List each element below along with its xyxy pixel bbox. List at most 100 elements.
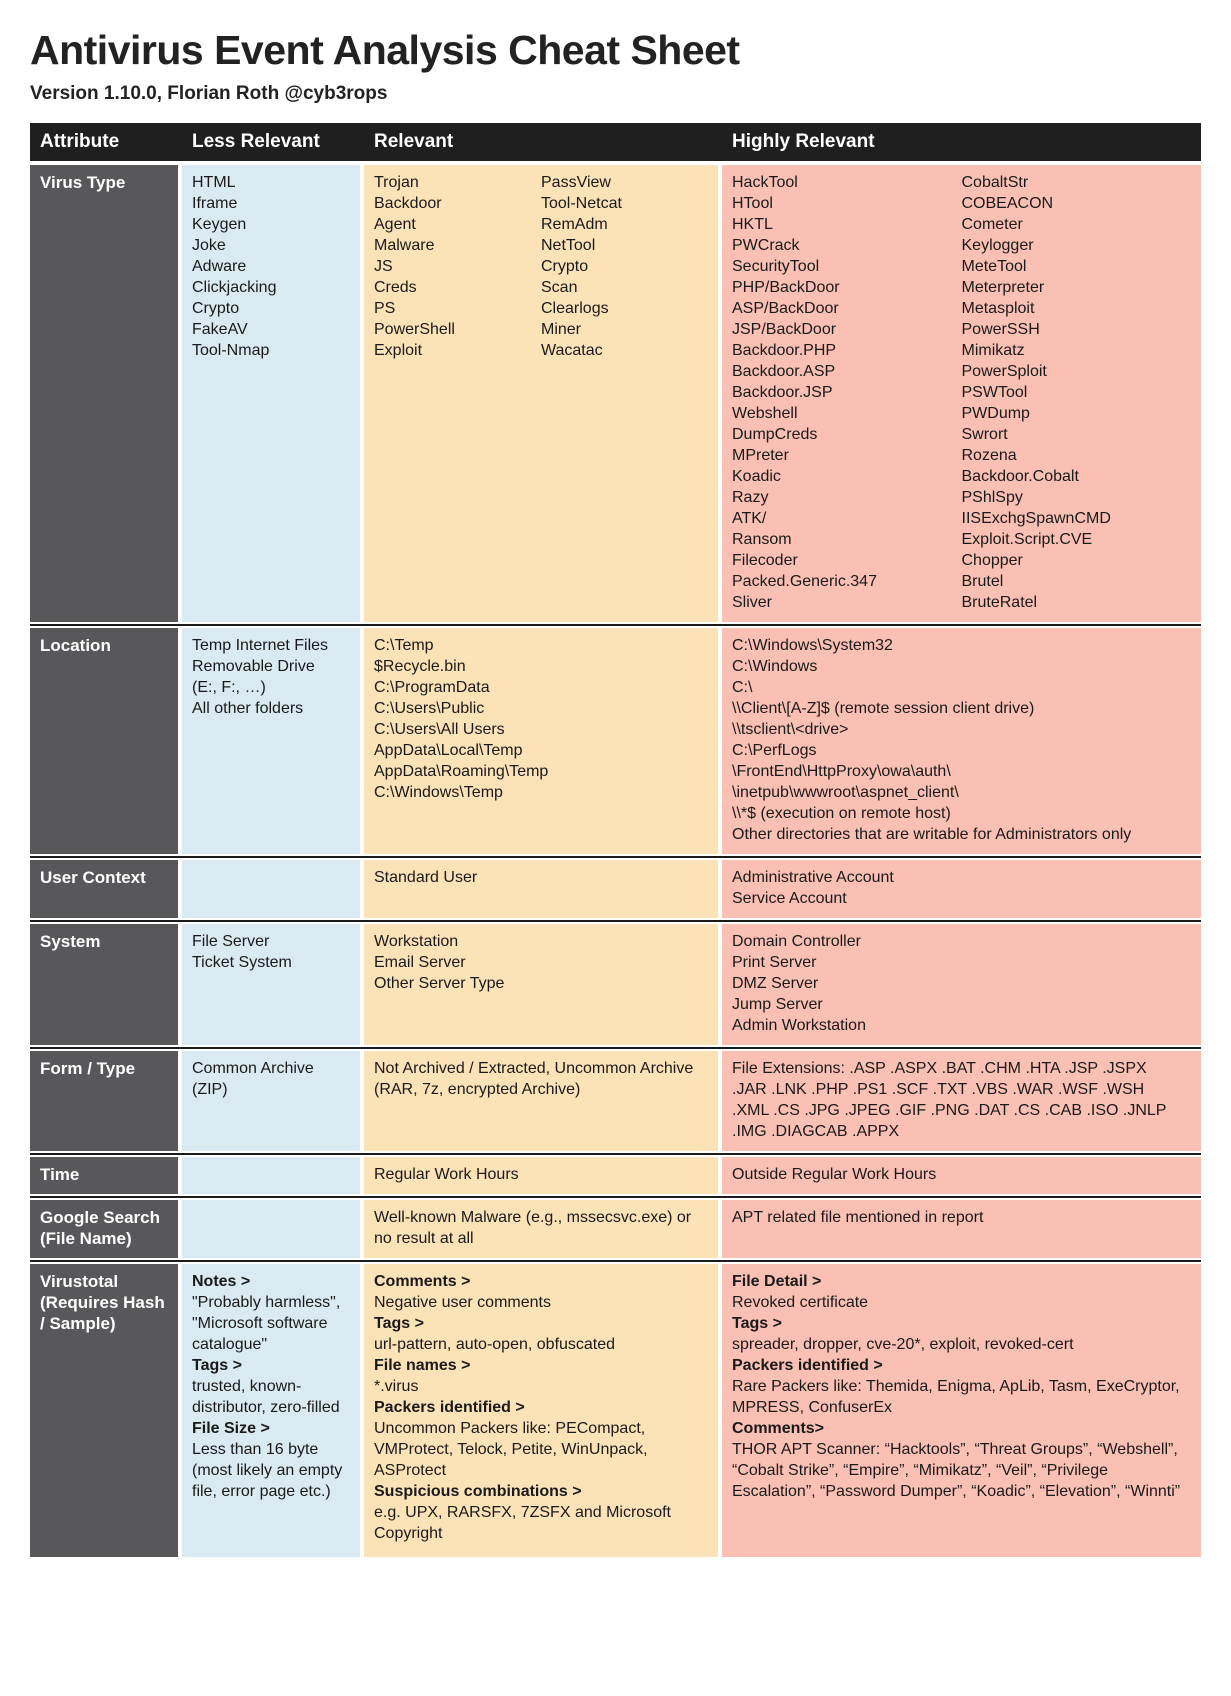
next-row-relevant-cutoff — [364, 1553, 718, 1558]
cell-line: Clearlogs — [541, 300, 609, 318]
cell-line: Exploit — [374, 342, 423, 360]
cell-line: Razy — [732, 489, 769, 507]
cell-relevant: Regular Work Hours — [364, 1157, 718, 1195]
cell-line: Iframe — [192, 195, 238, 213]
cell-line: PowerShell — [374, 321, 455, 339]
cell-line: ATK/ — [732, 510, 767, 528]
cell-line: Backdoor.ASP — [732, 363, 836, 381]
cell-line: Backdoor.PHP — [732, 342, 837, 360]
cell-line: *.virus — [374, 1378, 419, 1396]
cell-line: Rare Packers like: Themida, Enigma, ApLi… — [732, 1378, 1180, 1417]
cell-line: IISExchgSpawnCMD — [961, 510, 1111, 528]
cell-line: C:\Temp — [374, 637, 434, 655]
table-body: Virus Type HTML Iframe Keygen Joke Adware Clic… — [30, 165, 1201, 1554]
cell-line: Temp Internet Files — [192, 637, 329, 655]
cell-less-relevant — [182, 1200, 360, 1259]
cell-line: Standard User — [374, 869, 478, 887]
cell-line: HTML — [192, 174, 236, 192]
cell-line: trusted, known-distributor, zero-filled — [192, 1378, 340, 1417]
cell-line: Common Archive (ZIP) — [192, 1060, 314, 1099]
cell-line: Well-known Malware (e.g., mssecsvc.exe) … — [374, 1209, 692, 1248]
cell-line: C:\Users\Public — [374, 700, 485, 718]
cell-line: C:\Windows — [732, 658, 818, 676]
cell-line: Packed.Generic.347 — [732, 573, 877, 591]
page-title: Antivirus Event Analysis Cheat Sheet — [30, 27, 740, 73]
cell-line: "Microsoft software catalogue" — [192, 1315, 328, 1354]
cell-line: Service Account — [732, 890, 847, 908]
cell-line: HTool — [732, 195, 773, 213]
cell-line: Other Server Type — [374, 975, 505, 993]
cell-line: Chopper — [961, 552, 1023, 570]
cell-line: Trojan — [374, 174, 419, 192]
cell-line: url-pattern, auto-open, obfuscated — [374, 1336, 616, 1354]
attribute-label: System — [30, 924, 178, 1046]
cell-line: Mimikatz — [961, 342, 1025, 360]
cell-line: Joke — [192, 237, 226, 255]
next-row-highly-cutoff — [722, 1553, 1201, 1558]
attribute-label: User Context — [30, 860, 178, 919]
cell-highly-relevant: APT related file mentioned in report — [722, 1200, 1201, 1259]
cell-line: Suspicious combinations > — [374, 1483, 582, 1501]
cell-line: Backdoor — [374, 195, 442, 213]
cell-line: Clickjacking — [192, 279, 277, 297]
cell-line: Koadic — [732, 468, 781, 486]
cell-line: Backdoor.Cobalt — [961, 468, 1079, 486]
cell-line: Wacatac — [541, 342, 603, 360]
cell-line: Meterpreter — [961, 279, 1045, 297]
cell-line: Ticket System — [192, 954, 292, 972]
cell-line: Backdoor.JSP — [732, 384, 833, 402]
cell-line: APT related file mentioned in report — [732, 1209, 984, 1227]
cell-line: e.g. UPX, RARSFX, 7ZSFX and Microsoft Co… — [374, 1504, 671, 1543]
cell-relevant: Well-known Malware (e.g., mssecsvc.exe) … — [364, 1200, 718, 1259]
cell-line: Not Archived / Extracted, Uncommon Archi… — [374, 1060, 694, 1099]
cell-line: AppData\Roaming\Temp — [374, 763, 549, 781]
cell-line: File Detail > — [732, 1273, 822, 1291]
cell-line: Outside Regular Work Hours — [732, 1166, 937, 1184]
table-row-google-search: Google Search (File Name) Well-known Malw… — [30, 1196, 1201, 1259]
cell-line: Exploit.Script.CVE — [961, 531, 1093, 549]
cell-line: Keygen — [192, 216, 247, 234]
cell-line: Scan — [541, 279, 578, 297]
cell-line: Notes > — [192, 1273, 251, 1291]
cell-line: PWCrack — [732, 237, 800, 255]
cell-line: C:\Windows\Temp — [374, 784, 503, 802]
cell-highly-relevant: C:\Windows\System32 C:\Windows C:\ \\Client… — [722, 628, 1201, 855]
cell-line: Negative user comments — [374, 1294, 551, 1312]
table-row-user-context: User Context Standard User Administrative … — [30, 856, 1201, 919]
cell-line: THOR APT Scanner: “Hacktools”, “Threat G… — [732, 1441, 1181, 1501]
cell-line: PassView — [541, 174, 611, 192]
cell-highly-relevant: File Extensions: .ASP .ASPX .BAT .CHM .H… — [722, 1051, 1201, 1152]
cell-less-relevant — [182, 1157, 360, 1195]
cell-line: Other directories that are writable for … — [732, 826, 1132, 844]
table-row-virustotal: Virustotal (Requires Hash / Sample) Notes… — [30, 1260, 1201, 1554]
cell-line: All other folders — [192, 700, 304, 718]
cell-less-relevant: Temp Internet Files Removable Drive (E:, F… — [182, 628, 360, 855]
cell-line: HKTL — [732, 216, 773, 234]
cell-line: $Recycle.bin — [374, 658, 466, 676]
cell-line: Packers identified > — [374, 1399, 525, 1417]
cell-line: Packers identified > — [732, 1357, 883, 1375]
cell-line: Email Server — [374, 954, 466, 972]
table-row-system: System File Server Ticket System Workstatio… — [30, 920, 1201, 1046]
attribute-label: Location — [30, 628, 178, 855]
cell-line: C:\Windows\System32 — [732, 637, 893, 655]
next-row-attribute-cutoff — [30, 1553, 178, 1558]
header-relevant: Relevant — [374, 131, 454, 153]
cell-line: Miner — [541, 321, 582, 339]
cell-highly-relevant: File Detail > Revoked certificate Tags > sp… — [722, 1264, 1201, 1554]
cell-line: DumpCreds — [732, 426, 818, 444]
cell-line: Less than 16 byte (most likely an empty … — [192, 1441, 343, 1501]
cell-line: \\*$ (execution on remote host) — [732, 805, 951, 823]
cell-line: Metasploit — [961, 300, 1035, 318]
attribute-label: Google Search (File Name) — [30, 1200, 178, 1259]
cell-line: \inetpub\wwwroot\aspnet_client\ — [732, 784, 959, 802]
cell-line: Swrort — [961, 426, 1008, 444]
cell-line: Tool-Nmap — [192, 342, 270, 360]
cell-line: Agent — [374, 216, 416, 234]
cell-line: Administrative Account — [732, 869, 894, 887]
cell-line: Cometer — [961, 216, 1023, 234]
cell-line: COBEACON — [961, 195, 1054, 213]
cell-line: Comments> — [732, 1420, 825, 1438]
cell-line: Revoked certificate — [732, 1294, 869, 1312]
cell-line: C:\ProgramData — [374, 679, 490, 697]
